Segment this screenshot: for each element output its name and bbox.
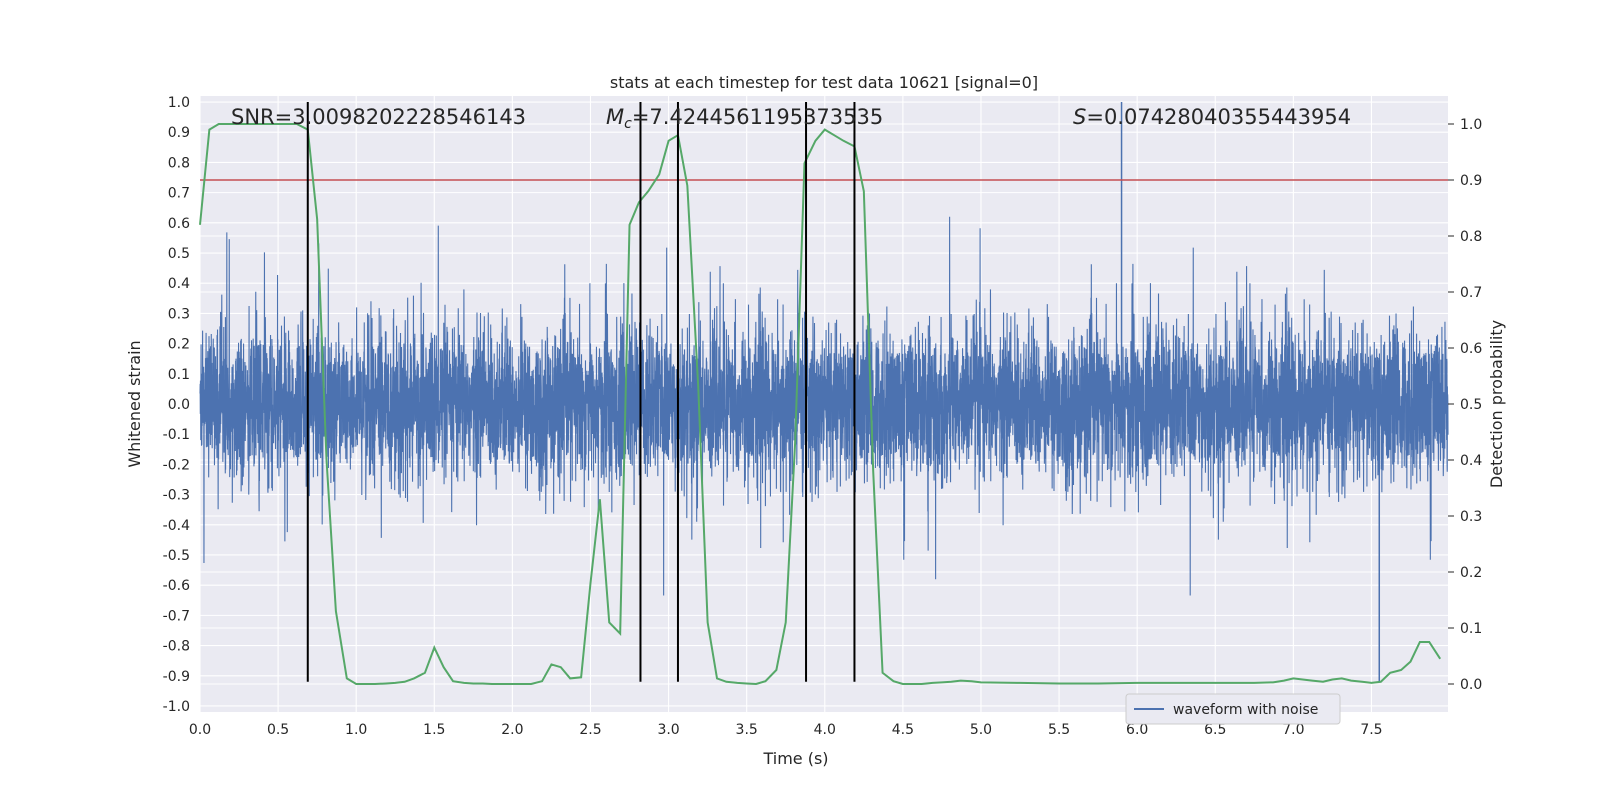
y2-tick-label: 0.6 xyxy=(1460,341,1482,357)
y-tick-label: 0.4 xyxy=(168,276,190,292)
y-tick-label: 0.2 xyxy=(168,337,190,353)
y2-tick-label: 0.7 xyxy=(1460,285,1482,301)
x-tick-label: 2.0 xyxy=(501,722,523,738)
x-tick-label: 6.5 xyxy=(1204,722,1226,738)
y-tick-label: -0.2 xyxy=(163,457,190,473)
y-tick-label: 0.1 xyxy=(168,367,190,383)
probability-series xyxy=(199,123,1442,686)
x-tick-label: 2.5 xyxy=(579,722,601,738)
x-tick-label: 7.0 xyxy=(1282,722,1304,738)
chart-title: stats at each timestep for test data 106… xyxy=(610,73,1038,92)
y-tick-label: 0.6 xyxy=(168,216,190,232)
waveform-line xyxy=(199,216,1449,596)
s-value: =0.07428040355443954 xyxy=(1086,105,1351,129)
x-axis-label: Time (s) xyxy=(762,749,828,768)
y-tick-label: 0.5 xyxy=(168,246,190,262)
x-tick-label: 5.0 xyxy=(970,722,992,738)
x-tick-label: 3.5 xyxy=(736,722,758,738)
legend: waveform with noise xyxy=(1125,693,1341,725)
x-tick-label: 0.5 xyxy=(267,722,289,738)
y-tick-label: -0.6 xyxy=(163,578,190,594)
x-tick-label: 7.5 xyxy=(1360,722,1382,738)
x-tick-label: 5.5 xyxy=(1048,722,1070,738)
y-tick-label: 1.0 xyxy=(168,95,190,111)
y2-tick-label: 0.5 xyxy=(1460,397,1482,413)
y-tick-label: -0.8 xyxy=(163,639,190,655)
y2-tick-label: 0.9 xyxy=(1460,173,1482,189)
y-tick-label: -1.0 xyxy=(163,699,190,715)
y2-tick-label: 0.1 xyxy=(1460,621,1482,637)
x-tick-label: 1.0 xyxy=(345,722,367,738)
y-tick-label: -0.1 xyxy=(163,427,190,443)
y-axis-label: Whitened strain xyxy=(125,340,144,467)
y-tick-label: 0.3 xyxy=(168,306,190,322)
y-tick-label: -0.7 xyxy=(163,608,190,624)
y-tick-label: 0.9 xyxy=(168,125,190,141)
y-tick-label: -0.9 xyxy=(163,669,190,685)
y2-tick-label: 0.8 xyxy=(1460,229,1482,245)
chirp-mass-subscript: c xyxy=(624,116,632,132)
y-tick-label: -0.5 xyxy=(163,548,190,564)
chirp-mass-value: =7.4244561195373535 xyxy=(632,105,883,129)
y-tick-label: -0.4 xyxy=(163,518,190,534)
x-tick-label: 4.0 xyxy=(814,722,836,738)
legend-box xyxy=(1125,693,1341,725)
y-tick-label: -0.3 xyxy=(163,488,190,504)
chirp-mass-annotation: Mc=7.4244561195373535 xyxy=(606,105,883,132)
x-tick-label: 3.0 xyxy=(657,722,679,738)
vertical-markers xyxy=(306,102,856,682)
x-tick-label: 4.5 xyxy=(892,722,914,738)
probability-line xyxy=(199,123,1442,686)
chirp-mass-symbol: M xyxy=(606,105,624,129)
y-tick-label: 0.7 xyxy=(168,186,190,202)
y2-tick-label: 0.2 xyxy=(1460,565,1482,581)
x-tick-label: 6.0 xyxy=(1126,722,1148,738)
y2-tick-label: 1.0 xyxy=(1460,117,1482,133)
y2-tick-label: 0.0 xyxy=(1460,677,1482,693)
y-tick-label: 0.0 xyxy=(168,397,190,413)
s-symbol: S xyxy=(1073,105,1086,129)
legend-label-waveform: waveform with noise xyxy=(1173,702,1318,718)
y2-axis-label: Detection probability xyxy=(1487,320,1506,488)
y2-tick-label: 0.3 xyxy=(1460,509,1482,525)
y2-tick-label: 0.4 xyxy=(1460,453,1482,469)
axis-ticks: 0.0 0.5 1.0 1.5 2.0 2.5 3.0 3.5 4.0 4.5 5.0 5.5 6.0 6… xyxy=(163,95,1483,738)
s-annotation: S=0.07428040355443954 xyxy=(1073,105,1351,129)
waveform-series xyxy=(199,102,1449,682)
x-tick-label: 1.5 xyxy=(423,722,445,738)
snr-annotation: SNR=3.0098202228546143 xyxy=(231,105,526,129)
y-tick-label: 0.8 xyxy=(168,155,190,171)
x-tick-label: 0.0 xyxy=(189,722,211,738)
